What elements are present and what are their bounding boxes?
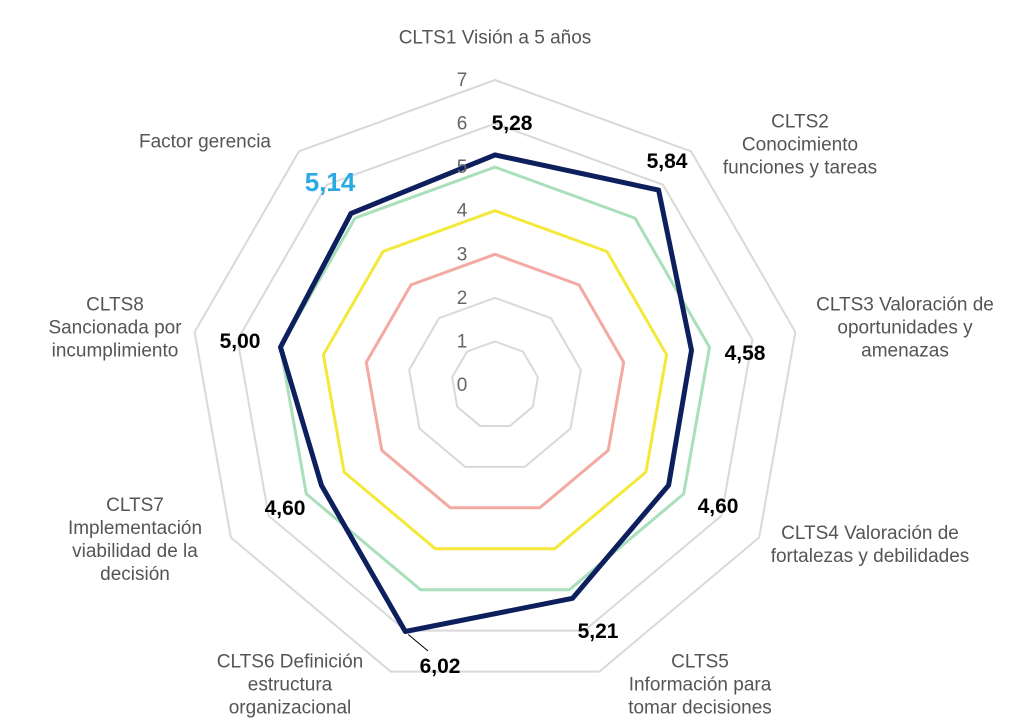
category-label: CLTS5 Información para tomar decisiones: [628, 651, 772, 719]
value-label: 5,21: [578, 620, 619, 643]
value-label: 6,02: [420, 655, 461, 678]
r-tick-label: 1: [457, 331, 468, 352]
value-label: 5,84: [647, 150, 688, 173]
value-label: 5,00: [220, 330, 261, 353]
value-label: 4,60: [698, 495, 739, 518]
r-tick-label: 7: [457, 70, 468, 91]
r-tick-label: 5: [457, 157, 468, 178]
value-label: 5,14: [305, 167, 356, 197]
grid-ring: [236, 122, 754, 632]
series-line: [364, 252, 626, 510]
series-line: [279, 165, 711, 592]
value-label: 4,58: [725, 342, 766, 365]
grid-ring: [193, 78, 797, 673]
r-tick-label: 3: [457, 244, 468, 265]
r-tick-label: 2: [457, 288, 468, 309]
category-label: CLTS1 Visión a 5 años: [398, 27, 592, 49]
category-label: CLTS3 Valoración de oportunidades y amen…: [816, 294, 994, 362]
series-line: [278, 152, 694, 634]
category-label: CLTS8 Sancionada por incumplimiento: [48, 294, 182, 362]
grid-ring: [408, 296, 582, 468]
category-label: CLTS4 Valoración de fortalezas y debilid…: [770, 523, 970, 567]
r-tick-label: 0: [457, 375, 468, 396]
series-line: [321, 209, 669, 551]
grid-ring: [451, 340, 539, 427]
category-label: Factor gerencia: [138, 131, 271, 153]
category-label: CLTS2 Conocimiento funciones y tareas: [722, 111, 878, 179]
category-label: CLTS6 Definición estructura organizacion…: [216, 651, 364, 719]
category-label: CLTS7 Implementación viabilidad de la de…: [67, 495, 203, 585]
value-label: 5,28: [492, 112, 533, 135]
value-label: 4,60: [265, 497, 306, 520]
leader-line: [407, 634, 429, 652]
r-tick-label: 4: [457, 201, 468, 222]
r-tick-label: 6: [457, 114, 468, 135]
